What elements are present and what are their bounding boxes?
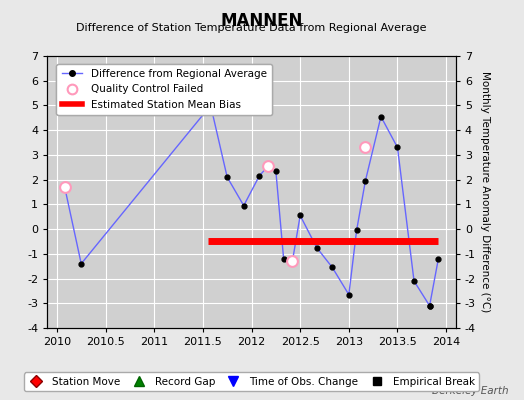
Point [288, 258, 297, 264]
Title: Difference of Station Temperature Data from Regional Average: Difference of Station Temperature Data f… [77, 23, 427, 33]
Y-axis label: Monthly Temperature Anomaly Difference (°C): Monthly Temperature Anomaly Difference (… [480, 71, 490, 313]
Legend: Difference from Regional Average, Quality Control Failed, Estimated Station Mean: Difference from Regional Average, Qualit… [57, 64, 272, 115]
Legend: Station Move, Record Gap, Time of Obs. Change, Empirical Break: Station Move, Record Gap, Time of Obs. C… [24, 372, 479, 391]
Text: Berkeley Earth: Berkeley Earth [432, 386, 508, 396]
Point [361, 144, 369, 151]
Text: MANNEN: MANNEN [221, 12, 303, 30]
Point [264, 163, 272, 169]
Point [60, 184, 69, 190]
